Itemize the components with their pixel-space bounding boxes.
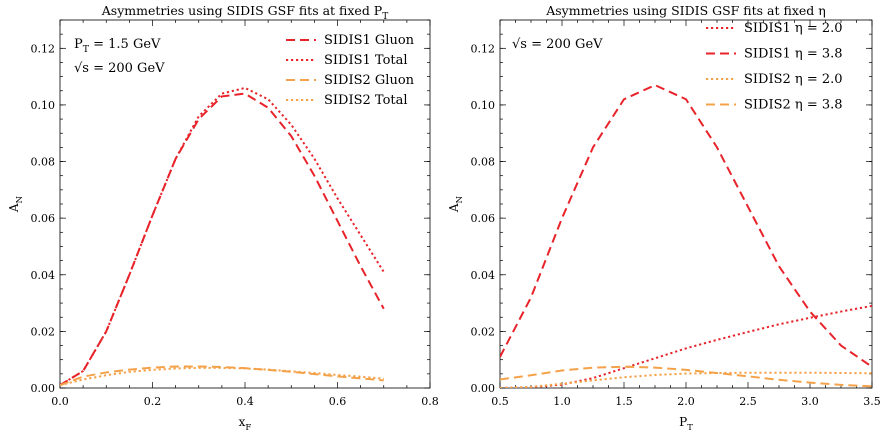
legend-label: SIDIS1 η = 3.8 (744, 47, 843, 62)
y-tick-label: 0.00 (471, 382, 496, 395)
legend-label: SIDIS1 η = 2.0 (744, 21, 843, 36)
x-tick-label: 3.0 (801, 395, 819, 408)
right-chart: Asymmetries using SIDIS GSF fits at fixe… (447, 3, 881, 433)
legend-label: SIDIS2 Gluon (324, 73, 415, 88)
x-tick-label: 0.0 (51, 395, 69, 408)
y-tick-label: 0.08 (31, 156, 56, 169)
y-tick-label: 0.02 (31, 325, 56, 338)
y-tick-label: 0.00 (31, 382, 56, 395)
series-line (500, 365, 872, 388)
y-tick-label: 0.12 (31, 42, 56, 55)
annotation: PT​ = 1.5 GeV (74, 37, 161, 55)
x-tick-label: 3.5 (863, 395, 881, 408)
x-tick-label: 1.5 (615, 395, 633, 408)
annotation: √s = 200 GeV (512, 37, 603, 52)
x-axis-label: xF​ (239, 415, 252, 433)
x-tick-label: 0.6 (329, 395, 347, 408)
x-tick-label: 1.0 (553, 395, 571, 408)
series-line (60, 92, 385, 387)
y-tick-label: 0.12 (471, 42, 496, 55)
series-line (500, 84, 872, 368)
legend-label: SIDIS1 Total (324, 53, 408, 68)
series-line (500, 371, 872, 388)
y-tick-label: 0.10 (31, 99, 56, 112)
legend-label: SIDIS2 Total (324, 93, 408, 108)
y-tick-label: 0.06 (471, 212, 496, 225)
left-chart: Asymmetries using SIDIS GSF fits at fixe… (7, 3, 439, 433)
chart-title: Asymmetries using SIDIS GSF fits at fixe… (101, 3, 388, 22)
y-tick-label: 0.06 (31, 212, 56, 225)
y-axis-label: AN​ (447, 195, 465, 213)
annotation: √s = 200 GeV (74, 61, 165, 76)
series-line (60, 366, 384, 387)
x-tick-label: 0.2 (144, 395, 162, 408)
y-tick-label: 0.10 (471, 99, 496, 112)
y-tick-label: 0.04 (31, 269, 56, 282)
x-axis-label: PT​ (679, 415, 693, 433)
x-tick-label: 2.0 (677, 395, 695, 408)
y-axis-label: AN​ (7, 195, 25, 213)
legend-label: SIDIS2 η = 3.8 (744, 98, 843, 113)
x-tick-label: 2.5 (739, 395, 757, 408)
chart-title: Asymmetries using SIDIS GSF fits at fixe… (545, 3, 826, 18)
series-line (60, 365, 384, 387)
legend-label: SIDIS2 η = 2.0 (744, 72, 843, 87)
y-tick-label: 0.08 (471, 156, 496, 169)
y-tick-label: 0.02 (471, 325, 496, 338)
legend-label: SIDIS1 Gluon (324, 33, 415, 48)
y-tick-label: 0.04 (471, 269, 496, 282)
x-tick-label: 0.5 (491, 395, 509, 408)
series-line (60, 86, 385, 387)
x-tick-label: 0.8 (421, 395, 439, 408)
x-tick-label: 0.4 (236, 395, 254, 408)
